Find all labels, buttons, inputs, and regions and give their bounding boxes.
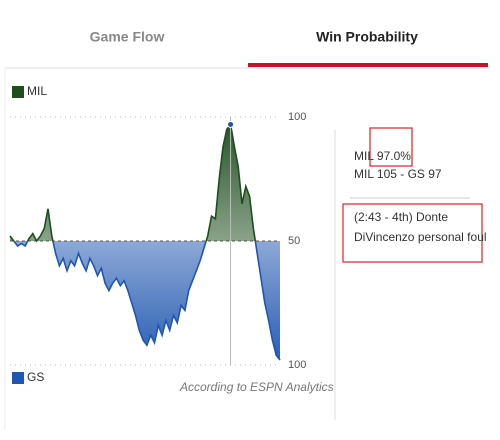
cursor-dot [227, 120, 235, 128]
team: MIL [354, 149, 374, 163]
legend-swatch [12, 372, 24, 384]
line-mil [9, 122, 257, 241]
legend-swatch [12, 86, 24, 98]
line-gs [12, 241, 281, 361]
legend-label: MIL [27, 84, 47, 98]
play-box [342, 203, 483, 263]
y-tick-label: 50 [288, 235, 300, 247]
score: MIL 105 - GS 97 [354, 167, 442, 181]
area-gs [10, 241, 280, 360]
highlight-box [369, 127, 413, 167]
probability: MIL 97.0% [354, 149, 411, 163]
pct: 97.0% [377, 149, 411, 163]
tab-underline [248, 63, 488, 67]
tab-active[interactable]: Win Probability [316, 29, 418, 45]
tab[interactable]: Game Flow [90, 29, 165, 45]
legend-label: GS [27, 370, 44, 384]
y-tick-label: 100 [288, 359, 306, 371]
play-line: DiVincenzo personal foul [354, 230, 487, 244]
y-tick-label: 100 [288, 111, 306, 123]
source: According to ESPN Analytics [179, 380, 334, 394]
play-line: (2:43 - 4th) Donte [354, 210, 448, 224]
